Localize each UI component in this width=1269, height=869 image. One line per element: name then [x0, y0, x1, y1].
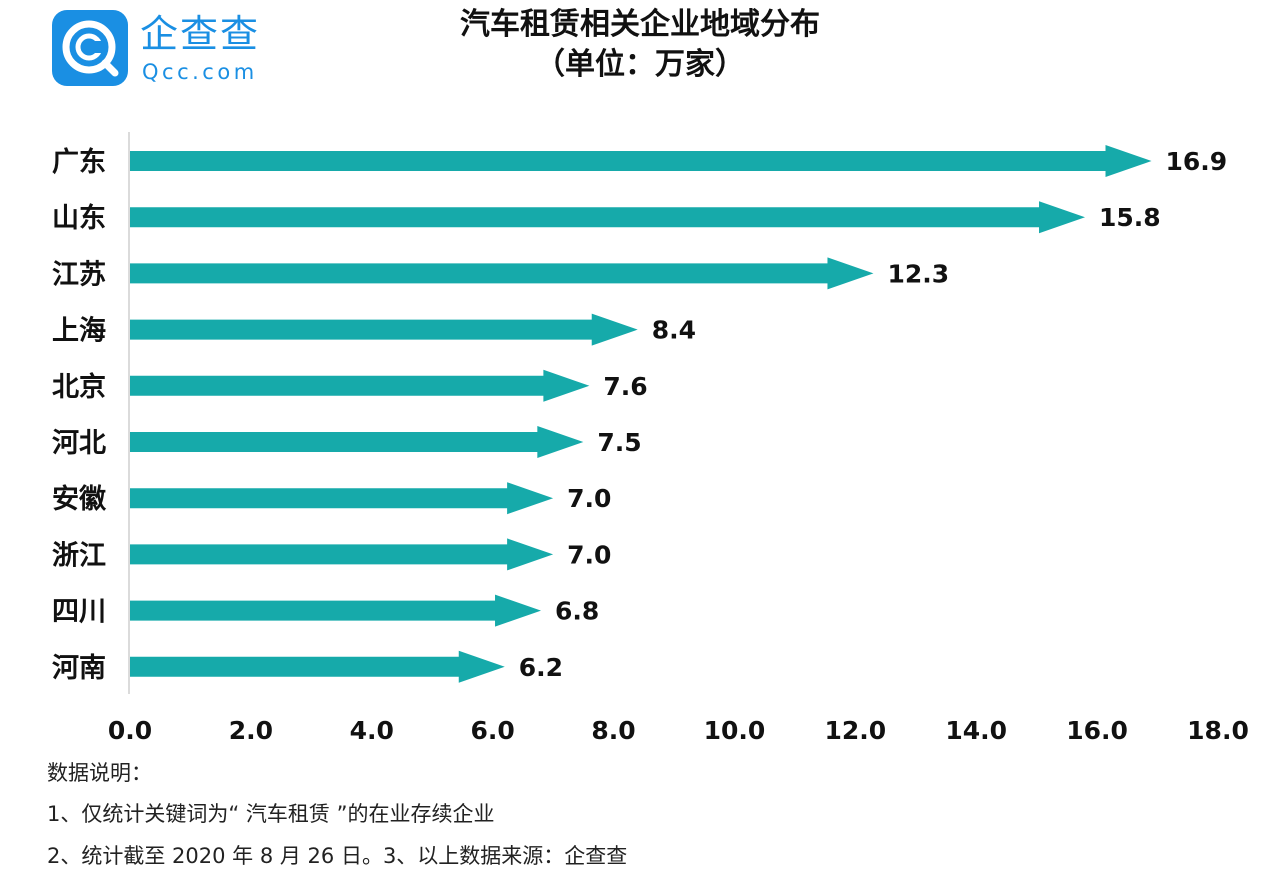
category-label: 安徽 — [52, 484, 107, 515]
chart-title: 汽车租赁相关企业地域分布 — [460, 7, 820, 42]
x-tick-label: 0.0 — [108, 716, 152, 745]
bar-4 — [130, 313, 638, 346]
x-tick-label: 8.0 — [591, 716, 635, 745]
category-label: 河南 — [52, 653, 106, 684]
category-label: 北京 — [52, 371, 106, 403]
category-label: 河北 — [52, 428, 106, 459]
bar-5 — [130, 369, 590, 402]
bar-8 — [130, 538, 554, 571]
x-tick-label: 14.0 — [945, 716, 1007, 745]
category-label: 四川 — [52, 597, 106, 628]
notes-heading: 数据说明： — [47, 761, 152, 785]
bar-1 — [130, 145, 1152, 177]
value-label: 7.0 — [567, 484, 611, 513]
bar-6 — [130, 426, 584, 458]
qcc-logo: 企查查 Qcc.com — [52, 10, 282, 86]
value-label: 16.9 — [1166, 147, 1228, 176]
bar-3 — [130, 257, 874, 290]
x-tick-label: 18.0 — [1187, 716, 1249, 745]
x-tick-label: 10.0 — [704, 716, 766, 745]
value-label: 6.2 — [519, 653, 563, 682]
logo-domain: Qcc.com — [142, 60, 258, 84]
qcc-logo-icon — [52, 10, 128, 86]
category-label: 山东 — [52, 202, 106, 234]
bar-chart: 广东 16.9 山东 15.8 江苏 12.3 上海 8.4 北京 7.6 河北 7.5 安徽 7.0 浙江… — [52, 132, 1249, 745]
value-label: 6.8 — [555, 597, 599, 626]
value-label: 12.3 — [887, 259, 949, 288]
x-tick-label: 4.0 — [350, 716, 394, 745]
bar-2 — [130, 201, 1086, 234]
x-tick-label: 16.0 — [1066, 716, 1128, 745]
x-tick-label: 12.0 — [824, 716, 886, 745]
note-1: 1、仅统计关键词为“ 汽车租赁 ”的在业存续企业 — [47, 802, 495, 826]
value-label: 7.6 — [603, 372, 647, 401]
bar-9 — [130, 594, 542, 627]
category-label: 江苏 — [52, 259, 106, 290]
chart-subtitle: （单位：万家） — [535, 47, 745, 82]
x-tick-label: 6.0 — [471, 716, 515, 745]
value-label: 15.8 — [1099, 203, 1161, 232]
value-label: 8.4 — [652, 316, 696, 345]
value-label: 7.0 — [567, 540, 611, 569]
category-label: 上海 — [52, 316, 106, 347]
category-label: 浙江 — [52, 540, 106, 571]
value-label: 7.5 — [597, 428, 641, 457]
category-label: 广东 — [52, 146, 106, 178]
logo-name: 企查查 — [140, 12, 261, 56]
bar-10 — [130, 650, 505, 683]
note-2: 2、统计截至 2020 年 8 月 26 日。3、以上数据来源：企查查 — [47, 844, 628, 868]
bar-7 — [130, 482, 554, 515]
x-tick-label: 2.0 — [229, 716, 273, 745]
